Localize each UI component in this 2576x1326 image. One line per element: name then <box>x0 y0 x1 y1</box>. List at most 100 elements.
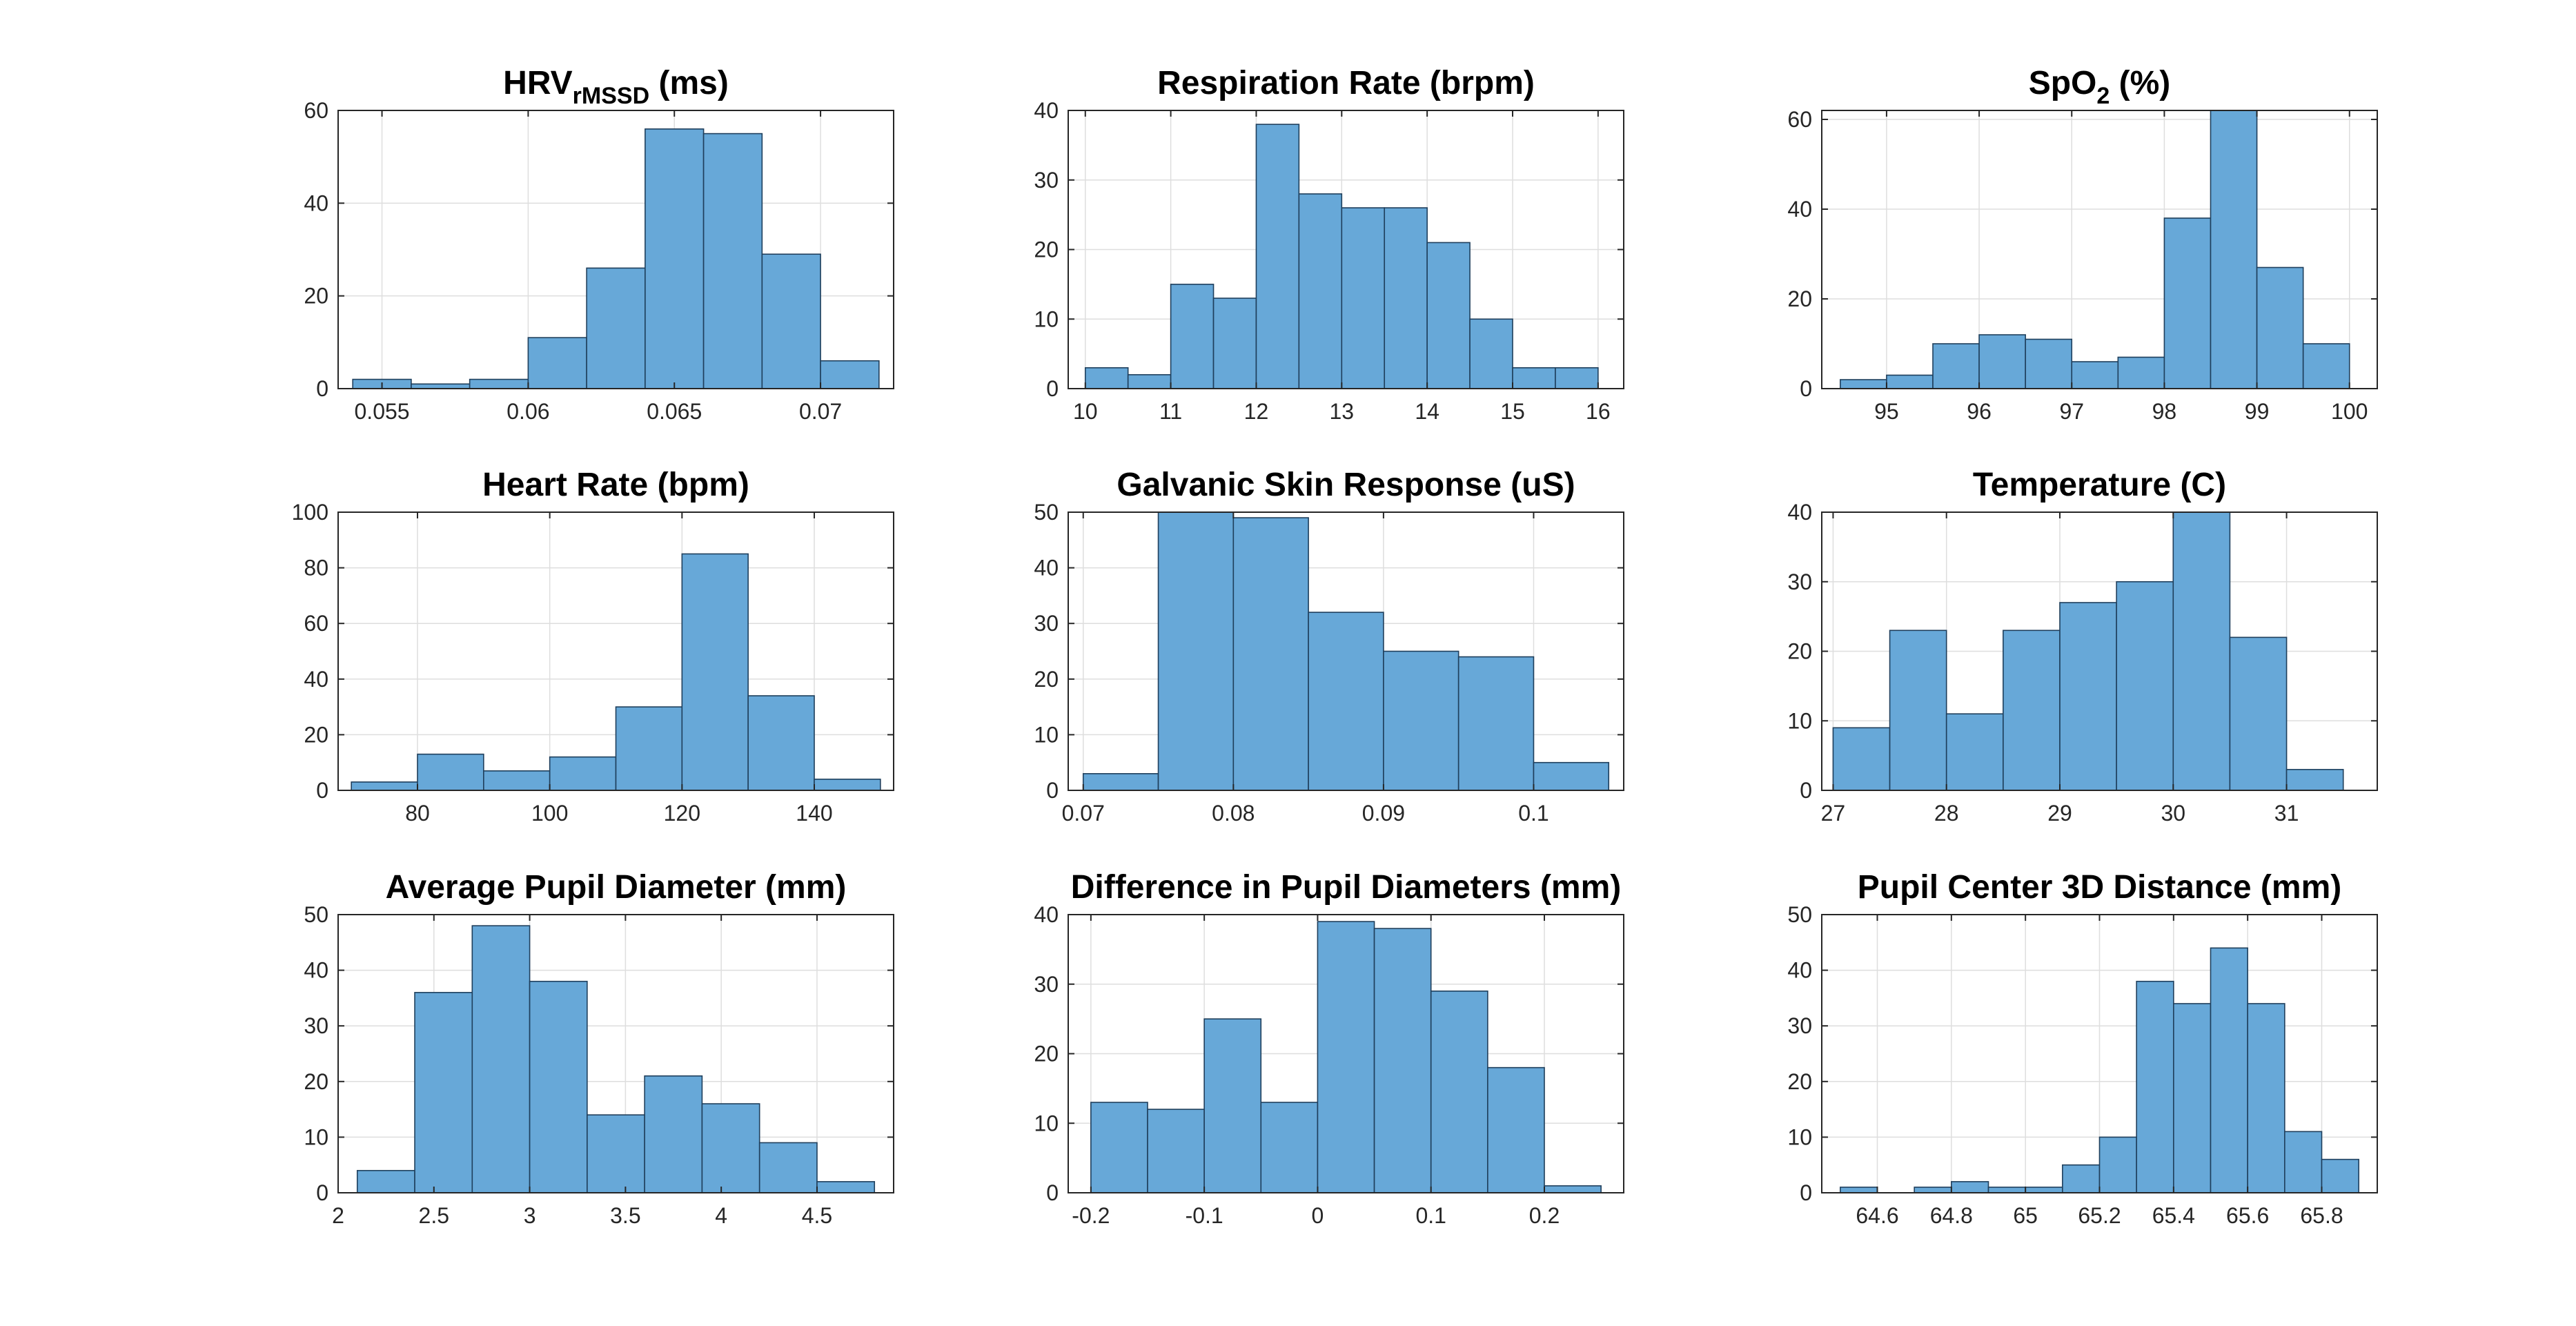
histogram-bar <box>587 1114 645 1193</box>
histogram-panel-1: 10 11 12 13 14 15 16 0 10 20 30 40 Respiration Rate … <box>1034 65 1624 424</box>
axes-box <box>1821 110 2378 389</box>
histogram-bar <box>1945 713 2004 791</box>
histogram-bar <box>2284 1131 2323 1193</box>
histogram-bar <box>471 925 531 1193</box>
histogram-bar <box>2098 1136 2137 1193</box>
y-tick-label: 20 <box>304 284 328 309</box>
histogram-bar <box>1951 1181 1989 1193</box>
y-tick-label: 30 <box>1787 1013 1812 1038</box>
x-tick-label: 0.07 <box>1062 801 1105 826</box>
histogram-bar <box>820 360 880 389</box>
x-tick-label: 4.5 <box>802 1203 832 1228</box>
chart-title: Respiration Rate (brpm) <box>1157 65 1535 101</box>
histogram-bar <box>644 1075 703 1193</box>
y-tick-label: 20 <box>1787 639 1812 664</box>
y-tick-label: 50 <box>304 902 328 927</box>
y-tick-label: 40 <box>304 191 328 215</box>
chart-title-main: Galvanic Skin Response (uS) <box>1117 467 1575 503</box>
y-tick-label: 0 <box>1046 1180 1059 1205</box>
x-tick-label: 0.06 <box>507 399 549 424</box>
x-tick-label: 140 <box>796 801 832 826</box>
y-tick-label: 0 <box>1800 1180 1812 1205</box>
x-tick-label: 95 <box>1874 399 1899 424</box>
y-tick-label: 40 <box>1787 500 1812 525</box>
histogram-bar <box>1212 298 1257 389</box>
histogram-bar <box>417 753 484 791</box>
histogram-bar <box>645 128 705 389</box>
histogram-bar <box>1147 1109 1205 1193</box>
histogram-bar <box>2173 1003 2212 1193</box>
x-tick-label: 80 <box>405 801 430 826</box>
x-tick-label: 65.6 <box>2226 1203 2269 1228</box>
histogram-bar <box>1298 193 1343 389</box>
histogram-bar <box>414 992 473 1193</box>
histogram-bar <box>2071 361 2119 389</box>
histogram-bar <box>1426 242 1471 389</box>
histogram-bar <box>761 253 821 389</box>
x-tick-label: 16 <box>1586 399 1611 424</box>
x-tick-label: 99 <box>2245 399 2270 424</box>
y-tick-label: 30 <box>1034 611 1059 636</box>
y-tick-label: 0 <box>316 1180 328 1205</box>
histogram-bar <box>2059 602 2117 791</box>
histogram-bar <box>1203 1018 1262 1193</box>
histogram-bar <box>814 779 881 791</box>
chart-title: Average Pupil Diameter (mm) <box>386 869 847 906</box>
histogram-bar <box>1487 1066 1545 1193</box>
x-tick-label: 97 <box>2059 399 2084 424</box>
y-tick-label: 40 <box>304 958 328 983</box>
histogram-bar <box>411 383 471 389</box>
histogram-bar <box>356 1169 415 1193</box>
histogram-bar <box>351 781 418 791</box>
histogram-panel-5: 27 28 29 30 31 0 10 20 30 40 Temperature (C) <box>1787 467 2378 826</box>
histogram-bar <box>1260 1102 1319 1193</box>
y-tick-label: 40 <box>1034 556 1059 581</box>
histogram-bar <box>586 267 646 389</box>
histogram-bar <box>615 706 683 791</box>
histogram-bar <box>681 553 749 791</box>
histogram-bar <box>1157 511 1235 791</box>
histogram-bar <box>1457 656 1535 791</box>
histogram-bar <box>1914 1187 1952 1193</box>
chart-title-main: Temperature (C) <box>1973 467 2226 503</box>
x-tick-label: 31 <box>2274 801 2299 826</box>
histogram-panel-6: 2 2.5 3 3.5 4 4.5 0 10 20 30 40 50 Average Pupil Dia… <box>304 869 894 1228</box>
y-tick-label: 10 <box>1034 1111 1059 1135</box>
histogram-bar <box>1255 124 1300 389</box>
histogram-bar <box>1232 517 1309 791</box>
histogram-bar <box>2172 511 2231 791</box>
histogram-bar <box>529 980 588 1193</box>
histogram-bar <box>1840 379 1887 389</box>
y-tick-label: 60 <box>1787 107 1812 132</box>
histogram-bar <box>1978 334 2026 389</box>
histogram-bar <box>527 337 587 389</box>
histogram-bar <box>1430 991 1488 1193</box>
y-tick-label: 80 <box>304 556 328 581</box>
x-tick-label: 15 <box>1500 399 1525 424</box>
chart-title-subscript: rMSSD <box>573 83 649 109</box>
histogram-panel-7: -0.2 -0.1 0 0.1 0.2 0 10 20 30 40 Difference in Pu… <box>1034 869 1624 1228</box>
x-tick-label: 12 <box>1244 399 1269 424</box>
y-tick-label: 40 <box>1787 958 1812 983</box>
y-tick-label: 20 <box>1787 1069 1812 1094</box>
y-tick-label: 50 <box>1034 500 1059 525</box>
y-tick-label: 30 <box>1787 569 1812 594</box>
x-tick-label: 30 <box>2161 801 2185 826</box>
chart-title-main: SpO <box>2029 65 2097 101</box>
histogram-bar <box>1373 928 1432 1193</box>
histogram-bar <box>1544 1185 1602 1193</box>
histogram-bar <box>1084 367 1129 389</box>
chart-title-main: Difference in Pupil Diameters (mm) <box>1071 869 1622 906</box>
y-tick-label: 0 <box>316 376 328 401</box>
x-tick-label: 2 <box>332 1203 344 1228</box>
y-tick-label: 10 <box>304 1124 328 1149</box>
x-tick-label: -0.2 <box>1072 1203 1110 1228</box>
histogram-bar <box>2256 266 2304 389</box>
y-tick-label: 10 <box>1034 306 1059 331</box>
histogram-bar <box>1384 207 1428 389</box>
y-tick-label: 20 <box>1787 286 1812 311</box>
y-tick-label: 20 <box>304 722 328 747</box>
x-tick-label: 27 <box>1821 801 1846 826</box>
axes-box <box>337 110 894 389</box>
